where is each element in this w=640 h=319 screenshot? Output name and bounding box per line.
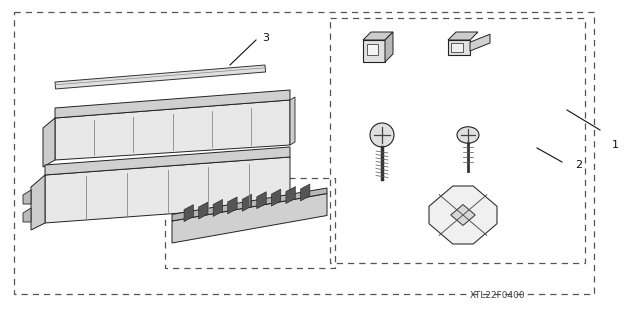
- Polygon shape: [385, 32, 393, 62]
- Polygon shape: [228, 197, 237, 214]
- Bar: [451, 43, 463, 52]
- Polygon shape: [43, 118, 55, 167]
- Ellipse shape: [457, 127, 479, 143]
- Polygon shape: [242, 194, 252, 211]
- Polygon shape: [470, 34, 490, 51]
- Polygon shape: [213, 199, 223, 217]
- Polygon shape: [184, 204, 193, 222]
- Polygon shape: [55, 100, 290, 160]
- Polygon shape: [448, 32, 478, 40]
- Polygon shape: [45, 157, 290, 223]
- Polygon shape: [55, 90, 290, 118]
- Text: 1: 1: [612, 140, 619, 150]
- Polygon shape: [55, 65, 266, 89]
- Bar: [367, 44, 378, 56]
- Polygon shape: [363, 40, 385, 62]
- Polygon shape: [271, 189, 281, 206]
- Polygon shape: [290, 97, 295, 145]
- Circle shape: [370, 123, 394, 147]
- Bar: [330, 18, 585, 263]
- Polygon shape: [172, 194, 327, 243]
- Polygon shape: [198, 202, 208, 219]
- Polygon shape: [363, 32, 393, 40]
- Polygon shape: [172, 188, 327, 221]
- Polygon shape: [31, 175, 45, 230]
- Polygon shape: [451, 204, 476, 226]
- Bar: [14, 12, 594, 294]
- Polygon shape: [286, 187, 295, 204]
- Polygon shape: [23, 190, 31, 204]
- Bar: [165, 178, 335, 268]
- Text: 3: 3: [262, 33, 269, 43]
- Polygon shape: [45, 147, 290, 175]
- Polygon shape: [257, 192, 266, 209]
- Polygon shape: [448, 40, 470, 56]
- Polygon shape: [23, 208, 31, 222]
- Text: XTL22F0400: XTL22F0400: [470, 291, 526, 300]
- Text: 2: 2: [575, 160, 582, 170]
- Polygon shape: [300, 184, 310, 201]
- Polygon shape: [429, 186, 497, 244]
